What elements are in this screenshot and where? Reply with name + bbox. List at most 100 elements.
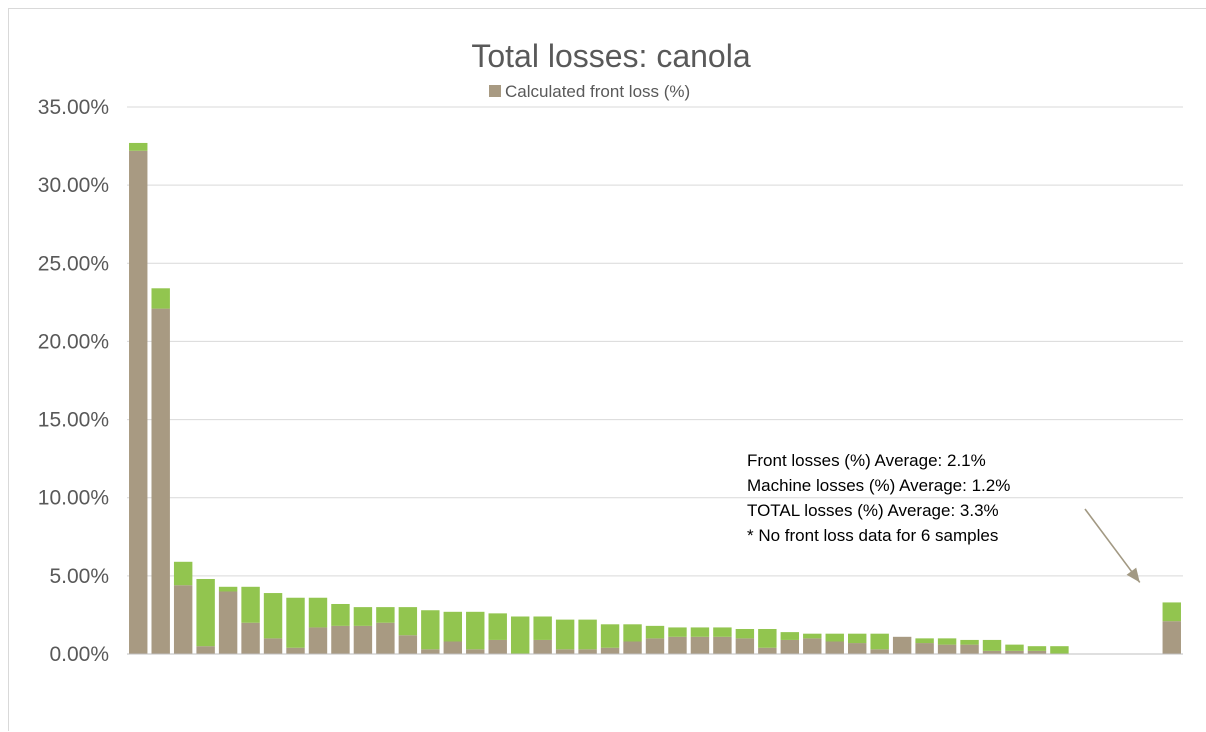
bar-machine-loss (488, 613, 507, 640)
y-axis-tick-labels: 0.00% 5.00% 10.00% 15.00% 20.00% 25.00% 30.00%… (38, 96, 109, 666)
bar-front-loss (892, 636, 912, 654)
bar-front-loss (690, 636, 710, 654)
bar-machine-loss (421, 610, 440, 650)
bar-machine-loss (129, 142, 148, 151)
bar-front-loss (870, 649, 889, 654)
bar-front-loss (241, 622, 260, 654)
bar-machine-loss (825, 633, 844, 642)
bar-front-loss (668, 636, 687, 654)
annotation-arrow-head (1126, 567, 1140, 583)
y-tick-label: 5.00% (49, 565, 109, 588)
bar-machine-loss (196, 578, 215, 647)
y-tick-label: 35.00% (38, 96, 109, 119)
chart-area: 0.00% 5.00% 10.00% 15.00% 20.00% 25.00% 30.00%… (8, 8, 1206, 731)
bar-machine-loss (758, 628, 777, 648)
bar-machine-loss (713, 627, 732, 637)
bar-machine-loss (937, 638, 957, 645)
gridlines (127, 106, 1183, 577)
y-tick-label: 15.00% (38, 409, 109, 432)
bar-machine-loss (690, 627, 710, 637)
bar-front-loss (263, 638, 283, 654)
bar-machine-loss (870, 633, 889, 650)
bar-front-loss (780, 639, 800, 654)
bar-machine-loss (848, 633, 867, 644)
bar-front-loss (937, 644, 957, 654)
y-tick-label: 0.00% (49, 643, 109, 666)
bar-machine-loss (308, 597, 328, 628)
bar-machine-loss (533, 616, 552, 640)
annotation-line-machine: Machine losses (%) Average: 1.2% (747, 476, 1010, 495)
bar-machine-loss (803, 633, 822, 639)
bar-machine-loss (645, 625, 665, 639)
bar-front-loss (308, 627, 328, 654)
bar-front-loss (915, 643, 934, 654)
bar-front-loss (758, 647, 777, 654)
bar-machine-loss (780, 632, 800, 640)
bar-front-loss (421, 649, 440, 654)
bar-front-loss (713, 636, 732, 654)
bar-front-loss (466, 649, 485, 654)
bar-machine-loss (623, 624, 642, 642)
bar-front-loss (600, 647, 620, 654)
bar-machine-loss (915, 638, 934, 644)
bar-front-loss (218, 591, 238, 654)
bar-machine-loss (960, 639, 979, 645)
legend: Calculated front loss (%) (489, 82, 690, 101)
bar-machine-loss (331, 603, 350, 626)
annotation-line-total: TOTAL losses (%) Average: 3.3% (747, 501, 999, 520)
bar-front-loss (488, 639, 507, 654)
bar-machine-loss (1005, 644, 1024, 651)
bar-front-loss (331, 625, 350, 654)
legend-swatch-front-loss (489, 85, 501, 97)
bar-machine-loss (510, 616, 530, 654)
bar-machine-loss (600, 624, 620, 648)
bar-machine-loss (735, 628, 755, 639)
annotation-line-front: Front losses (%) Average: 2.1% (747, 451, 986, 470)
bar-machine-loss (353, 607, 373, 626)
bar-front-loss (578, 649, 597, 654)
bar-front-loss (825, 641, 844, 654)
bar-machine-loss (151, 288, 170, 309)
bar-machine-loss (1050, 646, 1069, 654)
bar-machine-loss (263, 593, 283, 639)
bar-front-loss (151, 308, 170, 654)
bar-machine-loss (982, 639, 1002, 651)
bar-front-loss (286, 647, 305, 654)
bar-machine-loss (286, 597, 305, 648)
bar-front-loss (848, 643, 867, 654)
bar-front-loss (1027, 650, 1047, 654)
bar-machine-loss (668, 627, 687, 637)
y-tick-label: 30.00% (38, 174, 109, 197)
bar-front-loss (443, 641, 462, 654)
bar-machine-loss (1162, 602, 1181, 622)
bar-front-loss (353, 625, 373, 654)
bar-machine-loss (376, 607, 395, 623)
bar-front-loss (398, 635, 418, 654)
bar-front-loss (376, 622, 395, 654)
annotation-arrow-line (1084, 508, 1141, 583)
bar-front-loss (960, 644, 979, 654)
bar-front-loss (129, 150, 148, 654)
bar-machine-loss (578, 619, 597, 650)
bar-front-loss (735, 638, 755, 654)
bar-machine-loss (1027, 646, 1047, 651)
bar-machine-loss (173, 561, 193, 586)
legend-label-front-loss: Calculated front loss (%) (505, 82, 690, 101)
bar-front-loss (803, 638, 822, 654)
bar-front-loss (173, 585, 193, 654)
annotation-line-note: * No front loss data for 6 samples (747, 526, 998, 545)
y-tick-label: 20.00% (38, 330, 109, 353)
bar-front-loss (1005, 650, 1024, 654)
bar-front-loss (196, 646, 215, 654)
bar-machine-loss (218, 586, 238, 592)
bar-machine-loss (555, 619, 575, 650)
bars (129, 142, 1181, 654)
bar-front-loss (645, 638, 665, 654)
bar-machine-loss (466, 611, 485, 650)
bar-machine-loss (398, 607, 418, 636)
bar-machine-loss (443, 611, 462, 642)
annotation-box: Front losses (%) Average: 2.1% Machine l… (747, 451, 1010, 545)
bar-machine-loss (241, 586, 260, 623)
bar-front-loss (982, 650, 1002, 654)
annotation-arrow (1084, 508, 1141, 583)
